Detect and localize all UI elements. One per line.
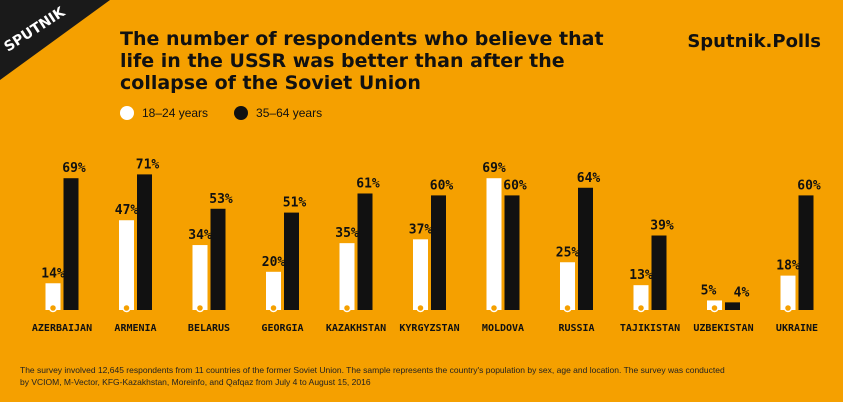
bar-18-24-tajikistan <box>633 285 649 310</box>
bar-group-moldova: 69% 60% MOLDOVA <box>482 161 527 334</box>
value-label-35-64-tajikistan: 39% <box>650 219 674 234</box>
value-label-18-24-russia: 25% <box>556 245 580 260</box>
bar-group-azerbaijan: 14% 69% AZERBAIJAN <box>32 161 92 334</box>
category-label-belarus: BELARUS <box>188 323 230 334</box>
value-label-35-64-belarus: 53% <box>209 192 233 207</box>
value-label-18-24-belarus: 34% <box>188 228 212 243</box>
bar-18-24-kyrgyzstan <box>413 239 428 310</box>
baseline-marker-icon <box>489 303 499 313</box>
brand-label: Sputnik.Polls <box>687 31 821 52</box>
value-label-18-24-armenia: 47% <box>115 203 139 218</box>
category-label-armenia: ARMENIA <box>114 323 156 334</box>
value-label-18-24-tajikistan: 13% <box>629 268 653 283</box>
legend: 18–24 years 35–64 years <box>120 106 322 120</box>
footnote-line-2: by VCIOM, M-Vector, KFG-Kazakhstan, More… <box>20 377 371 387</box>
baseline-marker-icon <box>636 303 646 313</box>
footnote: The survey involved 12,645 respondents f… <box>20 364 800 388</box>
value-label-18-24-uzbekistan: 5% <box>701 283 717 298</box>
bar-35-64-tajikistan <box>651 235 667 310</box>
bar-35-64-uzbekistan <box>725 302 740 310</box>
bar-group-uzbekistan: 5% 4% UZBEKISTAN <box>693 283 753 334</box>
footnote-line-1: The survey involved 12,645 respondents f… <box>20 365 725 375</box>
category-label-tajikistan: TAJIKISTAN <box>620 323 680 334</box>
bar-35-64-georgia <box>284 212 299 310</box>
value-label-35-64-ukraine: 60% <box>797 178 821 193</box>
category-label-azerbaijan: AZERBAIJAN <box>32 323 92 334</box>
value-label-35-64-uzbekistan: 4% <box>734 285 750 300</box>
value-label-18-24-ukraine: 18% <box>776 259 800 274</box>
value-label-35-64-moldova: 60% <box>503 178 527 193</box>
legend-label-series1: 18–24 years <box>142 106 209 120</box>
category-label-kyrgyzstan: KYRGYZSTAN <box>399 323 459 334</box>
baseline-marker-icon <box>783 303 793 313</box>
value-label-18-24-moldova: 69% <box>482 161 506 176</box>
category-label-kazakhstan: KAZAKHSTAN <box>326 323 386 334</box>
value-label-35-64-russia: 64% <box>577 171 601 186</box>
legend-label-series2: 35–64 years <box>256 106 323 120</box>
category-label-georgia: GEORGIA <box>261 323 303 334</box>
baseline-marker-icon <box>710 303 719 313</box>
value-label-18-24-kazakhstan: 35% <box>335 226 359 241</box>
bar-35-64-moldova <box>504 195 520 310</box>
bar-group-ukraine: 18% 60% UKRAINE <box>776 178 821 334</box>
bar-group-georgia: 20% 51% GEORGIA <box>261 196 306 334</box>
baseline-marker-icon <box>563 303 572 313</box>
bar-18-24-azerbaijan <box>45 283 61 310</box>
bar-35-64-kazakhstan <box>357 193 373 310</box>
bar-group-armenia: 47% 71% ARMENIA <box>114 157 159 334</box>
legend-item-series1: 18–24 years <box>120 106 208 120</box>
category-label-russia: RUSSIA <box>558 323 594 334</box>
bar-group-tajikistan: 13% 39% TAJIKISTAN <box>620 219 680 334</box>
bar-18-24-ukraine <box>780 275 796 310</box>
value-label-18-24-kyrgyzstan: 37% <box>409 222 433 237</box>
bar-18-24-moldova <box>486 178 502 310</box>
bar-35-64-russia <box>578 187 593 310</box>
value-label-18-24-georgia: 20% <box>262 255 286 270</box>
bar-18-24-georgia <box>266 271 281 310</box>
bar-35-64-azerbaijan <box>63 178 79 310</box>
bar-35-64-ukraine <box>798 195 814 310</box>
bar-group-kazakhstan: 35% 61% KAZAKHSTAN <box>326 176 386 334</box>
bar-35-64-belarus <box>210 208 226 310</box>
bar-group-kyrgyzstan: 37% 60% KYRGYZSTAN <box>399 178 459 334</box>
category-label-uzbekistan: UZBEKISTAN <box>693 323 753 334</box>
value-label-35-64-armenia: 71% <box>136 157 160 172</box>
category-label-ukraine: UKRAINE <box>776 323 818 334</box>
bar-group-russia: 25% 64% RUSSIA <box>556 171 601 334</box>
legend-swatch-white-icon <box>120 106 134 120</box>
value-label-18-24-azerbaijan: 14% <box>41 266 65 281</box>
bar-18-24-armenia <box>119 220 134 310</box>
baseline-marker-icon <box>269 303 278 313</box>
bar-group-belarus: 34% 53% BELARUS <box>188 192 233 334</box>
legend-item-series2: 35–64 years <box>234 106 322 120</box>
value-label-35-64-kyrgyzstan: 60% <box>430 178 454 193</box>
value-label-35-64-georgia: 51% <box>283 196 307 211</box>
bar-35-64-armenia <box>137 174 152 310</box>
baseline-marker-icon <box>48 303 58 313</box>
baseline-marker-icon <box>416 303 425 313</box>
legend-swatch-black-icon <box>234 106 249 120</box>
bar-18-24-belarus <box>192 245 208 310</box>
category-label-moldova: MOLDOVA <box>482 323 524 334</box>
baseline-marker-icon <box>342 303 352 313</box>
bar-18-24-kazakhstan <box>339 243 355 310</box>
bar-chart: 14% 69% AZERBAIJAN 47% 71% ARMENIA 34% 53% BELAR… <box>32 157 821 334</box>
bar-35-64-kyrgyzstan <box>431 195 446 310</box>
value-label-35-64-kazakhstan: 61% <box>356 176 380 191</box>
baseline-marker-icon <box>195 303 205 313</box>
baseline-marker-icon <box>122 303 131 313</box>
chart-title: The number of respondents who believe th… <box>120 28 604 94</box>
value-label-35-64-azerbaijan: 69% <box>62 161 86 176</box>
sputnik-logo: SPUTNIK <box>0 0 120 120</box>
bar-18-24-russia <box>560 262 575 310</box>
